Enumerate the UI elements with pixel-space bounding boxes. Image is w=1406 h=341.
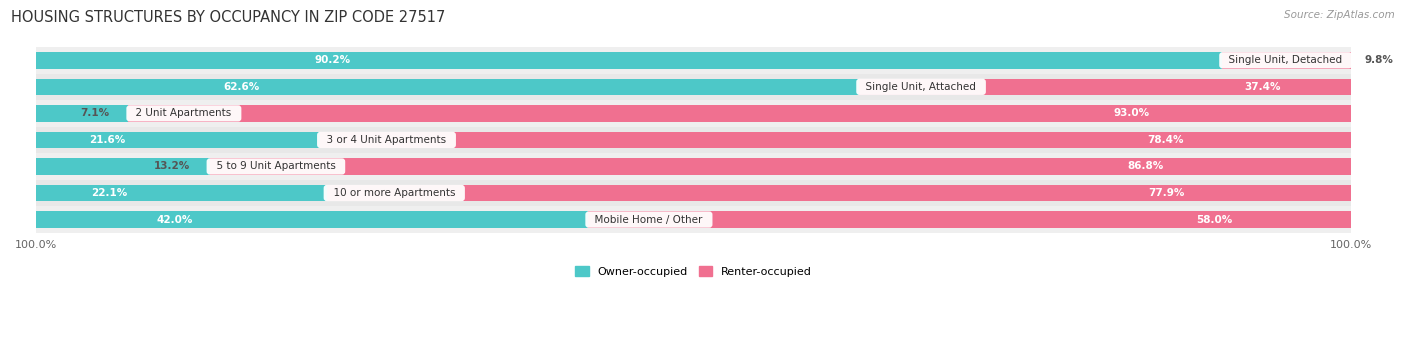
- Bar: [37, 100, 1351, 127]
- Text: HOUSING STRUCTURES BY OCCUPANCY IN ZIP CODE 27517: HOUSING STRUCTURES BY OCCUPANCY IN ZIP C…: [11, 10, 446, 25]
- Bar: [209, 158, 1351, 175]
- Text: 77.9%: 77.9%: [1149, 188, 1185, 198]
- Bar: [37, 185, 326, 201]
- Text: 58.0%: 58.0%: [1197, 214, 1232, 225]
- Text: 2 Unit Apartments: 2 Unit Apartments: [129, 108, 238, 118]
- Bar: [37, 132, 321, 148]
- Text: Single Unit, Attached: Single Unit, Attached: [859, 82, 983, 92]
- Text: 3 or 4 Unit Apartments: 3 or 4 Unit Apartments: [321, 135, 453, 145]
- Text: 78.4%: 78.4%: [1147, 135, 1184, 145]
- Bar: [37, 153, 1351, 180]
- Bar: [37, 206, 1351, 233]
- Bar: [128, 105, 1351, 122]
- Bar: [37, 127, 1351, 153]
- Text: 9.8%: 9.8%: [1364, 55, 1393, 65]
- Bar: [326, 185, 1351, 201]
- Legend: Owner-occupied, Renter-occupied: Owner-occupied, Renter-occupied: [571, 262, 817, 281]
- Bar: [859, 79, 1351, 95]
- Text: 22.1%: 22.1%: [90, 188, 127, 198]
- Text: 13.2%: 13.2%: [153, 162, 190, 172]
- Text: 21.6%: 21.6%: [89, 135, 125, 145]
- Text: Mobile Home / Other: Mobile Home / Other: [589, 214, 710, 225]
- Text: 90.2%: 90.2%: [315, 55, 350, 65]
- Bar: [37, 211, 589, 228]
- Text: 5 to 9 Unit Apartments: 5 to 9 Unit Apartments: [209, 162, 342, 172]
- Bar: [37, 180, 1351, 206]
- Text: 7.1%: 7.1%: [80, 108, 110, 118]
- Bar: [37, 158, 209, 175]
- Bar: [37, 105, 129, 122]
- Bar: [37, 74, 1351, 100]
- Bar: [37, 79, 859, 95]
- Text: 37.4%: 37.4%: [1244, 82, 1281, 92]
- Bar: [321, 132, 1351, 148]
- Text: 86.8%: 86.8%: [1128, 162, 1164, 172]
- Bar: [589, 211, 1351, 228]
- Text: Source: ZipAtlas.com: Source: ZipAtlas.com: [1284, 10, 1395, 20]
- Text: 62.6%: 62.6%: [224, 82, 260, 92]
- Bar: [37, 52, 1222, 69]
- Text: 42.0%: 42.0%: [156, 214, 193, 225]
- Text: Single Unit, Detached: Single Unit, Detached: [1222, 55, 1348, 65]
- Bar: [1222, 52, 1351, 69]
- Text: 93.0%: 93.0%: [1114, 108, 1149, 118]
- Text: 10 or more Apartments: 10 or more Apartments: [326, 188, 461, 198]
- Bar: [37, 47, 1351, 74]
